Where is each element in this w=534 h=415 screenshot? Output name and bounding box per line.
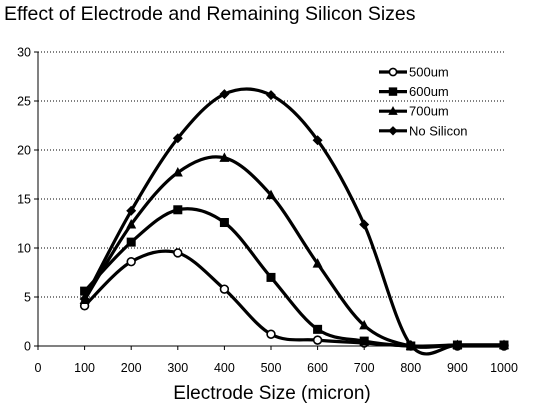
series-lines (79, 87, 509, 356)
y-tick-label: 30 (17, 46, 31, 60)
data-point (219, 89, 230, 100)
data-point (312, 135, 323, 146)
series-line (83, 155, 505, 349)
data-point (173, 205, 183, 215)
series-500um (79, 248, 509, 351)
data-point (452, 340, 463, 351)
data-point (79, 293, 90, 304)
x-tick-label: 800 (400, 361, 421, 375)
x-tick-label: 900 (447, 361, 468, 375)
x-tick-label: 600 (307, 361, 328, 375)
legend-label: No Silicon (409, 123, 468, 138)
series-line (83, 87, 504, 356)
data-point (80, 286, 90, 296)
data-point (172, 133, 183, 144)
legend-marker (388, 67, 398, 77)
x-tick-label: 400 (214, 361, 235, 375)
y-tick-label: 15 (17, 193, 31, 207)
x-tick-label: 700 (354, 361, 375, 375)
legend-item: 600um (379, 84, 449, 99)
data-point (126, 237, 136, 247)
legend-item: 700um (379, 104, 449, 119)
y-tick-labels: 0 5 10 15 20 25 30 (17, 46, 31, 354)
y-tick-label: 25 (17, 95, 31, 109)
data-point (405, 340, 416, 351)
data-point (312, 258, 323, 268)
data-point (499, 340, 509, 351)
y-tick-label: 5 (24, 291, 31, 305)
legend: 500um 600um 700um No Silicon (379, 65, 468, 138)
chart-title: Effect of Electrode and Remaining Silico… (4, 3, 416, 25)
data-point (312, 335, 323, 345)
legend-label: 500um (409, 65, 449, 80)
data-point (266, 189, 276, 200)
data-point (266, 272, 276, 282)
data-point (266, 329, 276, 339)
y-tick-label: 20 (17, 144, 31, 158)
x-tick-labels: 0 100 200 300 400 500 600 700 800 900 1000 (35, 361, 518, 375)
x-tick-label: 200 (121, 361, 142, 375)
data-point (126, 205, 137, 216)
x-tick-label: 0 (35, 361, 42, 375)
series-line (83, 249, 504, 348)
series-700um (79, 152, 509, 350)
data-point (126, 218, 137, 229)
legend-label: 700um (409, 104, 449, 119)
x-tick-label: 100 (74, 361, 95, 375)
y-tick-label: 0 (24, 340, 31, 354)
y-tick-label: 10 (17, 242, 31, 256)
legend-marker (388, 106, 398, 115)
data-point (359, 219, 370, 230)
data-point (266, 90, 276, 101)
legend-marker (388, 126, 398, 136)
data-point (219, 284, 230, 294)
data-point (359, 319, 370, 330)
data-point (359, 336, 369, 346)
data-point (126, 257, 136, 267)
data-point (313, 324, 323, 334)
data-point (173, 248, 183, 258)
data-point (219, 152, 230, 162)
data-point (172, 167, 183, 177)
x-tick-label: 1000 (490, 361, 518, 375)
x-tick-label: 500 (261, 361, 282, 375)
legend-item: No Silicon (379, 123, 468, 138)
legend-item: 500um (379, 65, 449, 80)
legend-marker (388, 87, 398, 96)
data-point (219, 218, 229, 228)
x-tick-label: 300 (167, 361, 188, 375)
series-no-silicon (79, 87, 509, 356)
legend-label: 600um (409, 84, 449, 99)
x-axis-label: Electrode Size (micron) (173, 383, 371, 404)
